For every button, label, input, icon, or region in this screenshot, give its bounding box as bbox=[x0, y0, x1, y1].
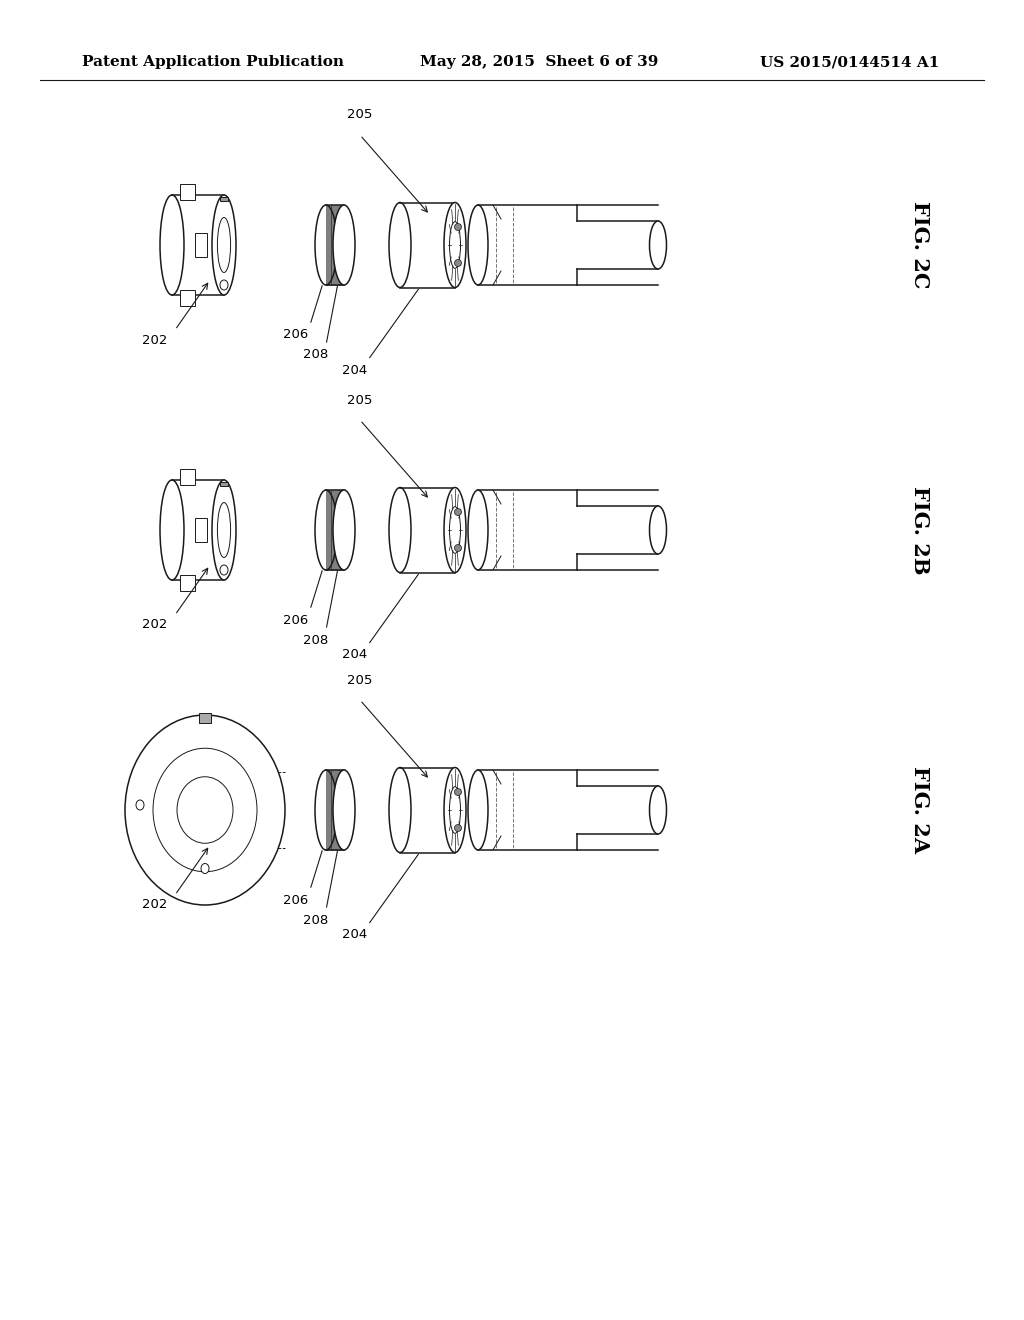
Ellipse shape bbox=[220, 280, 228, 290]
Bar bbox=[220, 482, 228, 486]
Text: 205: 205 bbox=[347, 673, 373, 686]
Bar bbox=[180, 290, 195, 306]
Ellipse shape bbox=[220, 565, 228, 576]
Text: 204: 204 bbox=[342, 928, 368, 941]
Ellipse shape bbox=[177, 776, 233, 843]
Text: FIG. 2B: FIG. 2B bbox=[910, 486, 930, 574]
Text: US 2015/0144514 A1: US 2015/0144514 A1 bbox=[760, 55, 939, 69]
Ellipse shape bbox=[315, 770, 337, 850]
Ellipse shape bbox=[649, 220, 667, 269]
Ellipse shape bbox=[201, 863, 209, 874]
Ellipse shape bbox=[389, 767, 411, 853]
Text: 204: 204 bbox=[342, 363, 368, 376]
Ellipse shape bbox=[455, 223, 462, 231]
Ellipse shape bbox=[455, 544, 462, 552]
Text: 205: 205 bbox=[347, 108, 373, 121]
Ellipse shape bbox=[455, 508, 462, 516]
Bar bbox=[220, 197, 228, 201]
Ellipse shape bbox=[389, 202, 411, 288]
Bar bbox=[180, 576, 195, 591]
Ellipse shape bbox=[136, 800, 144, 810]
Ellipse shape bbox=[649, 506, 667, 554]
Text: FIG. 2A: FIG. 2A bbox=[910, 767, 930, 854]
Text: 202: 202 bbox=[142, 334, 168, 346]
Ellipse shape bbox=[455, 260, 462, 267]
Ellipse shape bbox=[315, 490, 337, 570]
Ellipse shape bbox=[444, 487, 466, 573]
Bar bbox=[195, 517, 207, 543]
Text: 202: 202 bbox=[142, 899, 168, 912]
Ellipse shape bbox=[468, 490, 488, 570]
Bar bbox=[180, 469, 195, 484]
Ellipse shape bbox=[444, 767, 466, 853]
Text: 208: 208 bbox=[303, 913, 329, 927]
Text: 208: 208 bbox=[303, 348, 329, 362]
Ellipse shape bbox=[333, 490, 355, 570]
Text: 204: 204 bbox=[342, 648, 368, 661]
Text: 206: 206 bbox=[284, 894, 308, 907]
Text: May 28, 2015  Sheet 6 of 39: May 28, 2015 Sheet 6 of 39 bbox=[420, 55, 658, 69]
Bar bbox=[195, 234, 207, 257]
Text: 205: 205 bbox=[347, 393, 373, 407]
Text: 202: 202 bbox=[142, 619, 168, 631]
Text: 206: 206 bbox=[284, 614, 308, 627]
Ellipse shape bbox=[468, 205, 488, 285]
Ellipse shape bbox=[455, 788, 462, 796]
Ellipse shape bbox=[649, 785, 667, 834]
Ellipse shape bbox=[315, 205, 337, 285]
Ellipse shape bbox=[125, 715, 285, 906]
Text: 208: 208 bbox=[303, 634, 329, 647]
Ellipse shape bbox=[444, 202, 466, 288]
Ellipse shape bbox=[212, 480, 236, 579]
Text: Patent Application Publication: Patent Application Publication bbox=[82, 55, 344, 69]
Ellipse shape bbox=[333, 770, 355, 850]
Text: 206: 206 bbox=[284, 329, 308, 342]
Ellipse shape bbox=[333, 205, 355, 285]
Ellipse shape bbox=[153, 748, 257, 871]
Ellipse shape bbox=[212, 195, 236, 294]
Bar bbox=[180, 183, 195, 201]
Ellipse shape bbox=[389, 487, 411, 573]
Text: FIG. 2C: FIG. 2C bbox=[910, 201, 930, 289]
Ellipse shape bbox=[455, 825, 462, 832]
Bar bbox=[199, 713, 211, 723]
Ellipse shape bbox=[468, 770, 488, 850]
